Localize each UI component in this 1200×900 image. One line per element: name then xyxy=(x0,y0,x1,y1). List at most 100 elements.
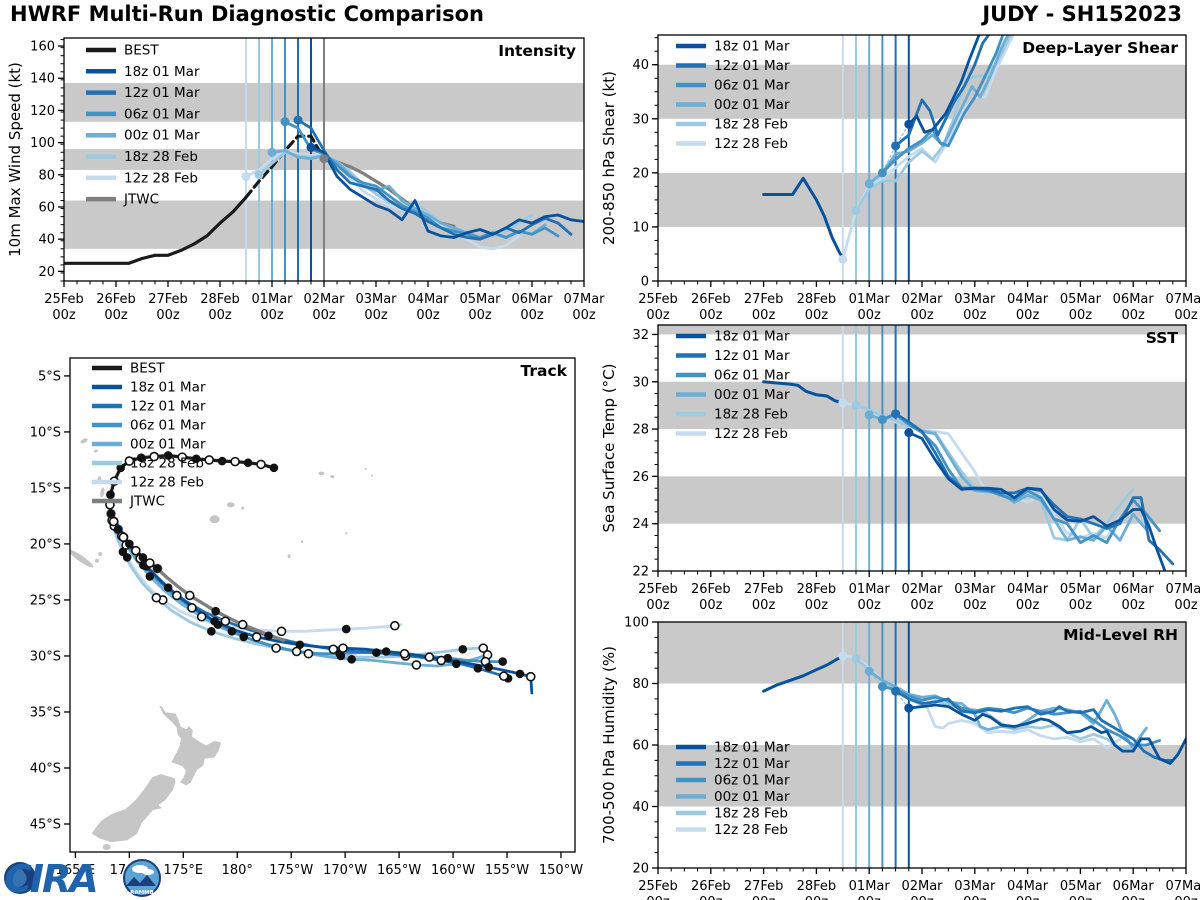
svg-text:00z: 00z xyxy=(1174,895,1198,900)
svg-text:00z: 00z xyxy=(752,895,776,900)
svg-text:175°E: 175°E xyxy=(164,863,204,878)
svg-text:25°S: 25°S xyxy=(30,593,61,608)
panel-rh: 25Feb00z26Feb00z27Feb00z28Feb00z01Mar00z… xyxy=(600,616,1200,900)
init-dots xyxy=(838,119,914,264)
svg-text:00z: 00z xyxy=(312,308,336,323)
svg-text:07Mar: 07Mar xyxy=(1165,292,1200,307)
svg-text:00z: 00z xyxy=(1069,598,1093,613)
y-axis-label: 10m Max Wind Speed (kt) xyxy=(6,62,24,257)
y-axis-label: Sea Surface Temp (°C) xyxy=(600,363,618,532)
svg-text:06Mar: 06Mar xyxy=(511,292,553,307)
svg-text:00z: 00z xyxy=(805,895,829,900)
svg-text:06Mar: 06Mar xyxy=(1113,292,1155,307)
svg-text:40: 40 xyxy=(632,58,649,73)
svg-text:03Mar: 03Mar xyxy=(954,582,996,597)
svg-text:180°: 180° xyxy=(222,863,253,878)
svg-text:28Feb: 28Feb xyxy=(797,292,837,307)
svg-text:JTWC: JTWC xyxy=(123,192,159,208)
panel-title: Intensity xyxy=(498,42,576,60)
svg-text:80: 80 xyxy=(632,677,649,692)
svg-text:160: 160 xyxy=(30,40,55,55)
category-bands xyxy=(658,325,1186,524)
svg-text:00z: 00z xyxy=(104,308,128,323)
svg-text:02Mar: 02Mar xyxy=(303,292,345,307)
svg-text:00z: 00z xyxy=(468,308,492,323)
data-series xyxy=(762,35,1015,261)
svg-text:00z: 00z xyxy=(646,895,670,900)
svg-text:04Mar: 04Mar xyxy=(1007,582,1049,597)
svg-text:00z: 00z xyxy=(572,308,596,323)
svg-text:30°S: 30°S xyxy=(30,649,61,664)
svg-text:18z 01 Mar: 18z 01 Mar xyxy=(714,39,790,55)
svg-text:00z: 00z xyxy=(805,308,829,323)
svg-text:03Mar: 03Mar xyxy=(954,292,996,307)
init-dots xyxy=(838,398,914,438)
axes: 25Feb00z26Feb00z27Feb00z28Feb00z01Mar00z… xyxy=(632,328,1200,613)
svg-text:26Feb: 26Feb xyxy=(691,879,731,894)
svg-text:00z: 00z xyxy=(260,308,284,323)
svg-text:05Mar: 05Mar xyxy=(1060,292,1102,307)
init-time-lines xyxy=(841,622,910,868)
svg-text:00z: 00z xyxy=(1174,598,1198,613)
svg-text:18z 28 Feb: 18z 28 Feb xyxy=(714,117,788,133)
svg-text:0: 0 xyxy=(641,275,649,290)
init-dots xyxy=(838,651,914,713)
svg-text:24: 24 xyxy=(632,517,649,532)
svg-text:12z 01 Mar: 12z 01 Mar xyxy=(130,399,206,415)
svg-text:02Mar: 02Mar xyxy=(901,582,943,597)
landmasses xyxy=(70,438,374,850)
panel-sst: 25Feb00z26Feb00z27Feb00z28Feb00z01Mar00z… xyxy=(600,324,1200,613)
svg-text:05Mar: 05Mar xyxy=(1060,582,1102,597)
svg-text:18z 28 Feb: 18z 28 Feb xyxy=(124,149,198,165)
panel-track: 165°E170°E175°E180°175°W170°W165°W160°W1… xyxy=(30,357,583,878)
svg-text:20: 20 xyxy=(632,862,649,877)
category-bands xyxy=(658,622,1186,807)
svg-text:06z 01 Mar: 06z 01 Mar xyxy=(124,106,200,122)
panel-title: Track xyxy=(521,362,568,380)
svg-text:04Mar: 04Mar xyxy=(1007,879,1049,894)
svg-text:00z: 00z xyxy=(1122,598,1146,613)
globe-swirl xyxy=(6,867,27,888)
cira-rammb-logo: CIRA RAMMB xyxy=(2,852,172,900)
y-axis-label: 200-850 hPa Shear (kt) xyxy=(600,71,618,245)
svg-text:26: 26 xyxy=(632,470,649,485)
svg-text:00z: 00z xyxy=(1016,598,1040,613)
svg-text:07Mar: 07Mar xyxy=(1165,582,1200,597)
svg-text:18z 01 Mar: 18z 01 Mar xyxy=(130,380,206,396)
svg-text:00z: 00z xyxy=(910,598,934,613)
svg-text:BEST: BEST xyxy=(130,361,165,377)
svg-text:10°S: 10°S xyxy=(30,425,61,440)
svg-text:22: 22 xyxy=(632,565,649,580)
svg-text:15°S: 15°S xyxy=(30,481,61,496)
svg-text:00z: 00z xyxy=(699,598,723,613)
svg-text:35°S: 35°S xyxy=(30,705,61,720)
svg-text:00z: 00z xyxy=(963,598,987,613)
panel-title: SST xyxy=(1146,329,1179,347)
init-time-lines xyxy=(841,325,910,571)
svg-text:28Feb: 28Feb xyxy=(797,582,837,597)
svg-text:18z 28 Feb: 18z 28 Feb xyxy=(714,806,788,822)
svg-text:00z 01 Mar: 00z 01 Mar xyxy=(714,789,790,805)
svg-text:18z 28 Feb: 18z 28 Feb xyxy=(130,456,204,472)
svg-text:150°W: 150°W xyxy=(539,863,583,878)
svg-text:26Feb: 26Feb xyxy=(691,582,731,597)
svg-text:06z 01 Mar: 06z 01 Mar xyxy=(714,78,790,94)
svg-text:03Mar: 03Mar xyxy=(355,292,397,307)
svg-text:26Feb: 26Feb xyxy=(691,292,731,307)
svg-text:07Mar: 07Mar xyxy=(1165,879,1200,894)
panel-title: Deep-Layer Shear xyxy=(1022,39,1178,57)
svg-text:00z: 00z xyxy=(364,308,388,323)
init-dots xyxy=(241,115,329,181)
svg-text:00z: 00z xyxy=(1016,308,1040,323)
svg-text:00z: 00z xyxy=(1069,308,1093,323)
svg-text:01Mar: 01Mar xyxy=(251,292,293,307)
svg-text:00z: 00z xyxy=(752,598,776,613)
storm-id-title: JUDY - SH152023 xyxy=(982,2,1182,26)
svg-text:00z: 00z xyxy=(1174,308,1198,323)
svg-text:06Mar: 06Mar xyxy=(1113,582,1155,597)
page-title: HWRF Multi-Run Diagnostic Comparison xyxy=(10,2,485,26)
svg-text:00z: 00z xyxy=(910,308,934,323)
panel-title: Mid-Level RH xyxy=(1063,626,1178,644)
axes: 25Feb00z26Feb00z27Feb00z28Feb00z01Mar00z… xyxy=(632,37,1200,323)
y-axis-label: 700-500 hPa Humidity (%) xyxy=(600,646,618,844)
